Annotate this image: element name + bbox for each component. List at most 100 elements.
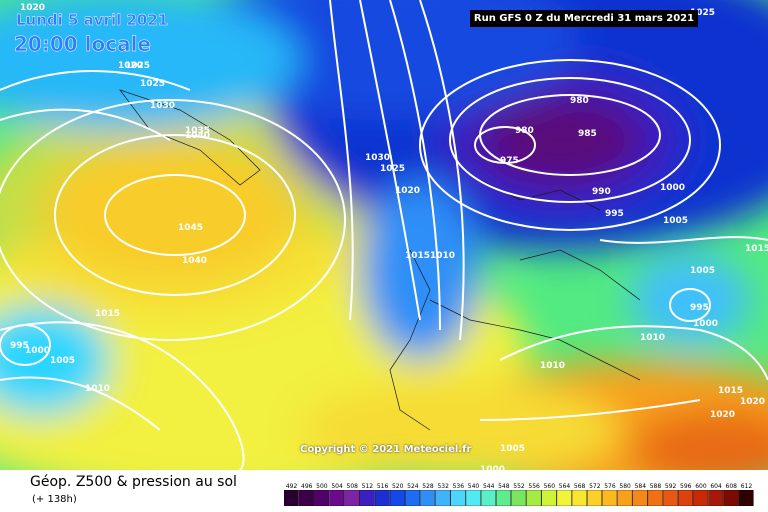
pressure-label: 1015 — [745, 244, 768, 254]
scale-value: 504 — [331, 483, 343, 490]
scale-swatch — [284, 490, 299, 506]
scale-swatch — [556, 490, 572, 506]
copyright: Copyright © 2021 Meteociel.fr — [300, 444, 472, 455]
scale-value: 556 — [528, 483, 540, 490]
scale-value: 552 — [513, 483, 525, 490]
pressure-label: 1025 — [125, 61, 150, 71]
pressure-labels: 1020102510201025103010351040104510401030… — [10, 3, 768, 470]
pressure-label: 1025 — [690, 8, 715, 18]
pressure-label: 1040 — [185, 131, 210, 141]
color-scale — [284, 490, 754, 506]
pressure-label: 1005 — [500, 444, 525, 454]
scale-swatch — [374, 490, 390, 506]
scale-value: 516 — [377, 483, 389, 490]
forecast-offset: (+ 138h) — [32, 494, 77, 505]
pressure-label: 1015 — [95, 309, 120, 319]
scale-value: 560 — [544, 483, 556, 490]
scale-swatch — [617, 490, 633, 506]
forecast-date: Lundi 5 avril 2021 — [16, 11, 169, 29]
pressure-label: 1015 — [718, 386, 743, 396]
scale-swatch — [511, 490, 527, 506]
pressure-label: 1020 — [20, 3, 45, 13]
pressure-label: 1025 — [380, 164, 405, 174]
scale-value: 496 — [301, 483, 313, 490]
pressure-label: 1005 — [663, 216, 688, 226]
pressure-label: 1005 — [50, 356, 75, 366]
scale-swatch — [587, 490, 602, 506]
scale-swatch — [405, 490, 421, 506]
scale-value: 492 — [286, 483, 298, 490]
pressure-label: 1010 — [640, 333, 665, 343]
scale-value: 500 — [316, 483, 328, 490]
scale-value: 572 — [589, 483, 601, 490]
scale-value: 536 — [453, 483, 465, 490]
scale-swatch — [298, 490, 314, 506]
scale-swatch — [708, 490, 724, 506]
pressure-label: 1010 — [430, 251, 455, 261]
scale-swatch — [480, 490, 496, 506]
pressure-label: 1030 — [150, 101, 175, 111]
scale-value: 532 — [437, 483, 449, 490]
pressure-label: 1000 — [660, 183, 685, 193]
pressure-label: 1015 — [405, 251, 430, 261]
scale-swatch — [359, 490, 375, 506]
scale-swatch — [647, 490, 663, 506]
isobars — [0, 0, 768, 470]
scale-value: 524 — [407, 483, 419, 490]
scale-swatch — [662, 490, 678, 506]
scale-swatch — [693, 490, 709, 506]
scale-value: 548 — [498, 483, 510, 490]
pressure-label: 1020 — [710, 410, 735, 420]
geopotential-field — [0, 0, 768, 470]
scale-value: 580 — [619, 483, 631, 490]
forecast-time: 20:00 locale — [14, 32, 152, 57]
scale-swatch — [632, 490, 648, 506]
pressure-label: 1020 — [118, 61, 143, 71]
pressure-label: 1005 — [690, 266, 715, 276]
scale-swatch — [541, 490, 557, 506]
pressure-label: 1020 — [395, 186, 420, 196]
scale-value: 508 — [347, 483, 359, 490]
chart-title: Géop. Z500 & pression au sol — [30, 474, 237, 490]
pressure-label: 1020 — [740, 397, 765, 407]
scale-value: 588 — [650, 483, 662, 490]
scale-swatch — [389, 490, 405, 506]
scale-swatch — [602, 490, 618, 506]
pressure-label: 1000 — [693, 319, 718, 329]
scale-value: 540 — [468, 483, 480, 490]
scale-swatch — [526, 490, 542, 506]
scale-swatch — [314, 490, 330, 506]
pressure-label: 980 — [570, 96, 589, 106]
run-info: Run GFS 0 Z du Mercredi 31 mars 2021 — [470, 10, 698, 27]
scale-swatch — [496, 490, 512, 506]
pressure-label: 985 — [578, 129, 597, 139]
scale-value: 604 — [710, 483, 722, 490]
scale-value: 600 — [695, 483, 707, 490]
scale-value: 584 — [635, 483, 647, 490]
scale-swatch — [450, 490, 466, 506]
color-scale-labels: 492 496 500 504 508 512 516 520 524 528 532 536 540 5… — [286, 483, 753, 490]
scale-swatch — [738, 490, 754, 506]
scale-value: 612 — [741, 483, 753, 490]
pressure-label: 1035 — [185, 126, 210, 136]
pressure-label: 1010 — [540, 361, 565, 371]
pressure-label: 980 — [515, 126, 534, 136]
scale-swatch — [420, 490, 436, 506]
scale-value: 544 — [483, 483, 495, 490]
scale-swatch — [344, 490, 360, 506]
scale-swatch — [571, 490, 587, 506]
pressure-label: 1025 — [140, 79, 165, 89]
scale-value: 512 — [362, 483, 374, 490]
scale-value: 576 — [604, 483, 616, 490]
pressure-label: 1030 — [365, 153, 390, 163]
pressure-label: 1040 — [182, 256, 207, 266]
scale-swatch — [723, 490, 739, 506]
scale-value: 564 — [559, 483, 571, 490]
scale-swatch — [677, 490, 693, 506]
scale-value: 592 — [665, 483, 677, 490]
scale-value: 520 — [392, 483, 404, 490]
pressure-label: 1000 — [480, 465, 505, 470]
pressure-label: 1045 — [178, 223, 203, 233]
scale-swatch — [435, 490, 451, 506]
